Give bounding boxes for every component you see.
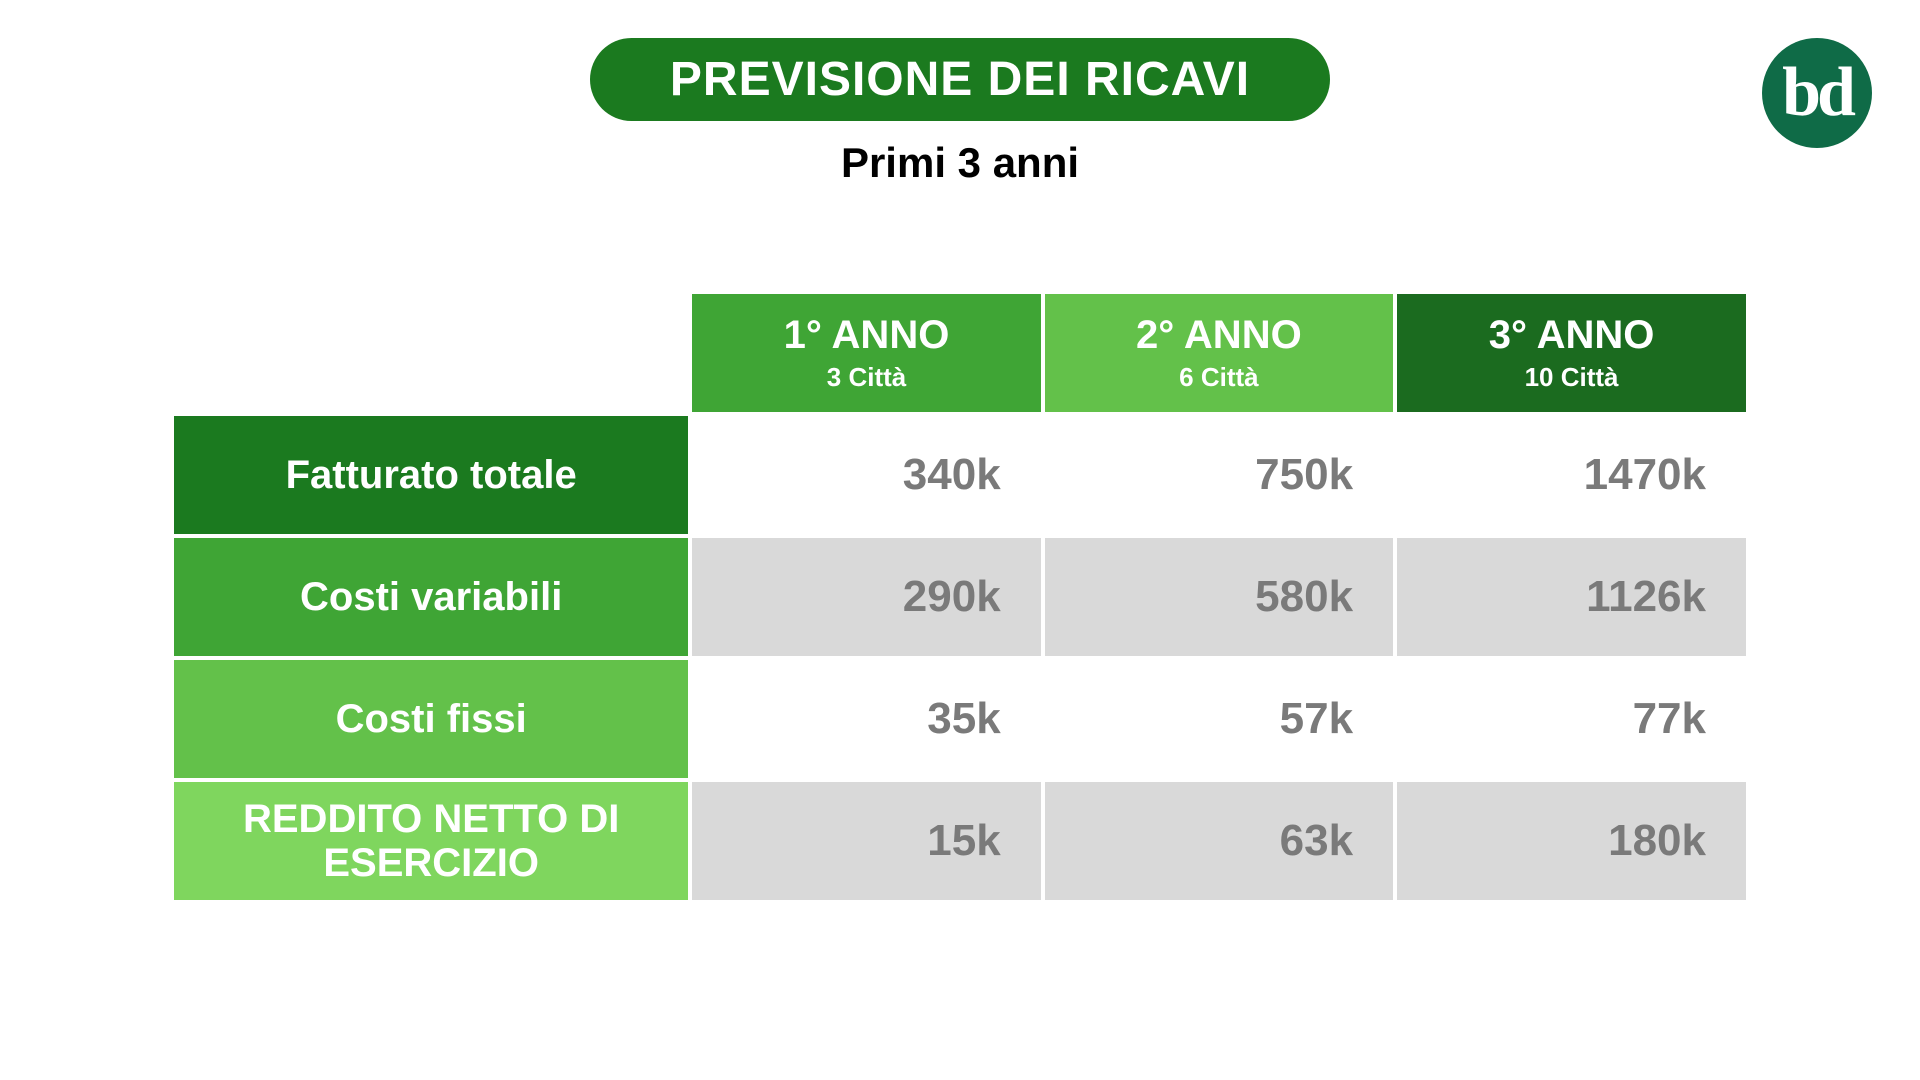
year-label: 3° ANNO — [1397, 313, 1746, 358]
page-title: PREVISIONE DEI RICAVI — [670, 53, 1250, 106]
cities-label: 10 Città — [1397, 362, 1746, 393]
row-label-text: REDDITO NETTO DIESERCIZIO — [243, 797, 619, 885]
cell-value: 580k — [1045, 538, 1393, 656]
table-header-row: 1° ANNO 3 Città 2° ANNO 6 Città 3° ANNO … — [174, 294, 1746, 412]
table-header-year-1: 1° ANNO 3 Città — [692, 294, 1040, 412]
revenue-table: 1° ANNO 3 Città 2° ANNO 6 Città 3° ANNO … — [170, 290, 1750, 904]
cell-value: 180k — [1397, 782, 1746, 900]
cell-value: 1470k — [1397, 416, 1746, 534]
cell-value: 290k — [692, 538, 1040, 656]
table-row: REDDITO NETTO DIESERCIZIO 15k 63k 180k — [174, 782, 1746, 900]
cell-value: 57k — [1045, 660, 1393, 778]
header: PREVISIONE DEI RICAVI Primi 3 anni — [0, 38, 1920, 187]
year-label: 1° ANNO — [692, 313, 1040, 358]
cell-value: 77k — [1397, 660, 1746, 778]
row-label-fatturato: Fatturato totale — [174, 416, 688, 534]
row-label-reddito-netto: REDDITO NETTO DIESERCIZIO — [174, 782, 688, 900]
table-row: Fatturato totale 340k 750k 1470k — [174, 416, 1746, 534]
table-row: Costi variabili 290k 580k 1126k — [174, 538, 1746, 656]
cell-value: 340k — [692, 416, 1040, 534]
table-header-blank — [174, 294, 688, 412]
table-header-year-2: 2° ANNO 6 Città — [1045, 294, 1393, 412]
page-subtitle: Primi 3 anni — [841, 139, 1079, 187]
cities-label: 6 Città — [1045, 362, 1393, 393]
table-header-year-3: 3° ANNO 10 Città — [1397, 294, 1746, 412]
cell-value: 15k — [692, 782, 1040, 900]
row-label-costi-fissi: Costi fissi — [174, 660, 688, 778]
row-label-costi-variabili: Costi variabili — [174, 538, 688, 656]
table-row: Costi fissi 35k 57k 77k — [174, 660, 1746, 778]
revenue-table-wrap: 1° ANNO 3 Città 2° ANNO 6 Città 3° ANNO … — [170, 290, 1750, 904]
year-label: 2° ANNO — [1045, 313, 1393, 358]
cell-value: 750k — [1045, 416, 1393, 534]
cell-value: 1126k — [1397, 538, 1746, 656]
cities-label: 3 Città — [692, 362, 1040, 393]
page-title-pill: PREVISIONE DEI RICAVI — [590, 38, 1330, 121]
cell-value: 35k — [692, 660, 1040, 778]
cell-value: 63k — [1045, 782, 1393, 900]
